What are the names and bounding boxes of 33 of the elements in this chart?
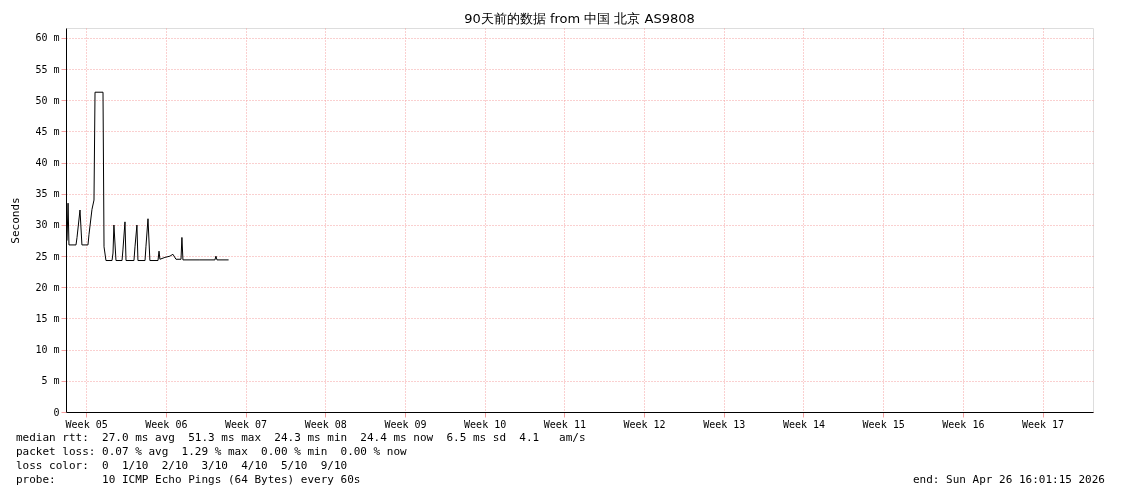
y-tick-label: 35 m — [35, 188, 60, 200]
x-tick-label: Week 15 — [862, 418, 905, 430]
x-tick-label: Week 17 — [1021, 418, 1065, 430]
chart-title: 90天前的数据 from 中国 北京 AS9808 — [464, 11, 695, 26]
text: median rtt: 27.0 ms avg 51.3 ms max 24.3 ms min 24.4 ms now 6.5 ms sd 4.1 am/s — [16, 431, 586, 444]
y-tick-label: 15 m — [35, 312, 60, 324]
x-tick-label: Week 05 — [65, 418, 108, 430]
x-tick-label: Week 12 — [623, 418, 666, 430]
x-tick-label: Week 06 — [145, 418, 188, 430]
text: loss color: 0 1/10 2/10 3/10 4/10 5/10 9/10 — [16, 459, 348, 472]
y-tick-label: 30 m — [35, 219, 60, 231]
y-tick-label: 25 m — [35, 250, 60, 262]
x-tick-label: Week 09 — [384, 418, 427, 430]
y-tick-label: 5 m — [41, 375, 60, 387]
y-tick-label: 0 — [53, 406, 60, 418]
x-tick-label: Week 14 — [782, 418, 826, 430]
x-tick-label: Week 08 — [304, 418, 347, 430]
y-tick-label: 20 m — [35, 281, 60, 293]
x-tick-label: Week 07 — [224, 418, 268, 430]
x-tick-label: Week 13 — [703, 418, 746, 430]
y-tick-label: 60 m — [35, 32, 60, 44]
y-tick-label: 50 m — [35, 94, 60, 106]
x-tick-label: Week 16 — [942, 418, 985, 430]
x-tick-label: Week 11 — [543, 418, 586, 430]
y-tick-label: 10 m — [35, 344, 60, 356]
y-axis-title: Seconds — [9, 197, 23, 244]
text: probe: 10 ICMP Echo Pings (64 Bytes) every 60s — [16, 473, 361, 486]
y-tick-label: 55 m — [35, 63, 60, 75]
text: end: Sun Apr 26 16:01:15 2026 — [912, 473, 1105, 486]
text: packet loss: 0.07 % avg 1.29 % max 0.00 % min 0.00 % now — [16, 445, 408, 458]
y-tick-label: 45 m — [35, 125, 60, 137]
y-tick-label: 40 m — [35, 157, 60, 169]
x-tick-label: Week 10 — [464, 418, 507, 430]
